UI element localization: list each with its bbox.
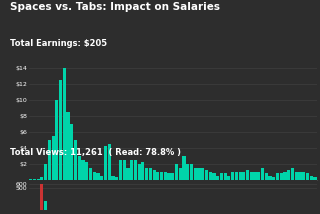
Bar — [115, 177, 118, 180]
Bar — [82, 160, 84, 180]
Bar — [134, 160, 137, 180]
Bar — [119, 160, 122, 180]
Bar — [108, 144, 111, 180]
Bar — [261, 168, 264, 180]
Bar — [238, 172, 242, 180]
Bar — [74, 140, 77, 180]
Bar — [33, 179, 36, 180]
Bar — [138, 164, 141, 180]
Bar — [209, 172, 212, 180]
Bar — [194, 168, 197, 180]
Bar — [280, 173, 283, 180]
Bar — [268, 176, 272, 180]
Bar — [205, 170, 208, 180]
Bar — [220, 173, 223, 180]
Bar — [250, 172, 253, 180]
Bar — [145, 168, 148, 180]
Bar — [235, 172, 238, 180]
Bar — [93, 172, 96, 180]
Bar — [197, 168, 201, 180]
Bar — [310, 176, 313, 180]
Bar — [179, 168, 182, 180]
Bar — [272, 177, 276, 180]
Bar — [313, 177, 316, 180]
Bar — [231, 172, 234, 180]
Bar — [295, 172, 298, 180]
Bar — [160, 172, 163, 180]
Bar — [44, 164, 47, 180]
Bar — [257, 172, 260, 180]
Bar — [40, 184, 44, 210]
Bar — [246, 170, 249, 180]
Bar — [167, 173, 171, 180]
Bar — [123, 160, 126, 180]
Bar — [55, 100, 59, 180]
Bar — [265, 173, 268, 180]
Bar — [59, 80, 62, 180]
Bar — [190, 164, 193, 180]
Bar — [63, 68, 66, 180]
Bar — [291, 168, 294, 180]
Text: Spaces vs. Tabs: Impact on Salaries: Spaces vs. Tabs: Impact on Salaries — [10, 2, 220, 12]
Bar — [156, 172, 159, 180]
Bar — [52, 136, 55, 180]
Bar — [175, 164, 178, 180]
Bar — [40, 177, 44, 180]
Bar — [302, 172, 305, 180]
Bar — [186, 164, 189, 180]
Bar — [85, 162, 88, 180]
Bar — [111, 176, 115, 180]
Text: Total Views: 11,261  ( Read: 78.8% ): Total Views: 11,261 ( Read: 78.8% ) — [10, 148, 180, 157]
Bar — [227, 176, 230, 180]
Bar — [29, 179, 32, 180]
Bar — [276, 173, 279, 180]
Text: Total Earnings: $205: Total Earnings: $205 — [10, 39, 107, 48]
Bar — [171, 173, 174, 180]
Bar — [164, 172, 167, 180]
Bar — [242, 172, 245, 180]
Bar — [130, 160, 133, 180]
Bar — [78, 156, 81, 180]
Bar — [201, 168, 204, 180]
Bar — [287, 170, 290, 180]
Bar — [126, 168, 130, 180]
Bar — [36, 178, 40, 180]
Bar — [149, 168, 152, 180]
Bar — [253, 172, 257, 180]
Bar — [48, 140, 51, 180]
Bar — [104, 146, 107, 180]
Bar — [216, 176, 219, 180]
Bar — [141, 162, 144, 180]
Bar — [224, 173, 227, 180]
Bar — [306, 173, 309, 180]
Bar — [284, 172, 287, 180]
Bar — [100, 176, 103, 180]
Bar — [67, 112, 70, 180]
Bar — [44, 201, 47, 210]
Bar — [70, 124, 73, 180]
Bar — [182, 156, 186, 180]
Bar — [298, 172, 301, 180]
Bar — [153, 170, 156, 180]
Bar — [96, 173, 100, 180]
Bar — [212, 173, 216, 180]
Bar — [89, 168, 92, 180]
